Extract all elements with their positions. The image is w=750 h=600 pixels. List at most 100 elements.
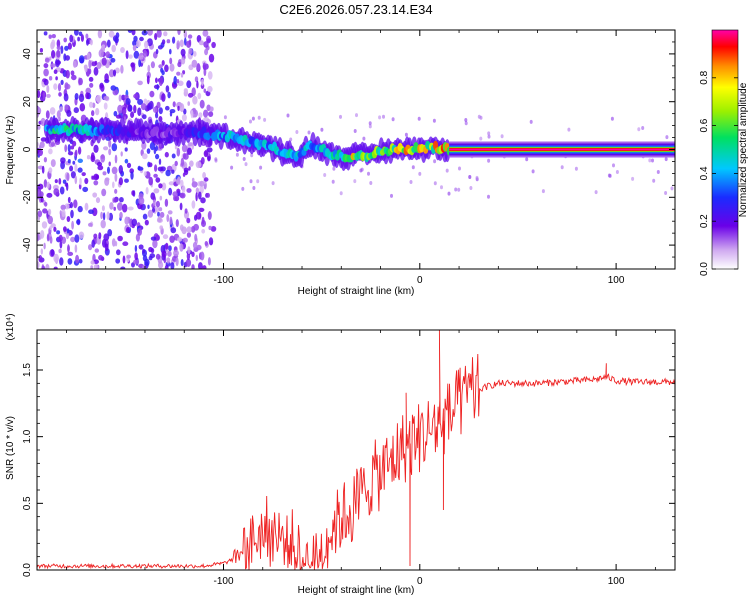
noise-speck: [180, 157, 185, 167]
noise-speck: [175, 178, 181, 185]
noise-speck: [67, 251, 74, 256]
noise-speck: [157, 216, 162, 223]
noise-speck: [93, 259, 99, 265]
noise-speck: [158, 158, 162, 165]
noise-speck: [203, 177, 209, 182]
noise-speck: [103, 233, 110, 241]
noise-speck: [156, 101, 161, 109]
noise-speck: [339, 114, 342, 119]
noise-speck: [158, 107, 163, 115]
noise-speck: [108, 148, 112, 156]
noise-speck: [500, 134, 504, 139]
noise-speck: [122, 203, 128, 213]
noise-speck: [91, 239, 95, 248]
noise-speck: [208, 225, 212, 231]
noise-speck: [77, 36, 80, 42]
noise-speck: [63, 53, 67, 62]
noise-speck: [42, 92, 46, 100]
noise-speck: [161, 70, 165, 76]
noise-speck: [191, 264, 195, 269]
noise-speck: [411, 165, 415, 170]
noise-speck: [117, 202, 123, 211]
noise-speck: [169, 235, 175, 243]
noise-speck: [202, 62, 207, 71]
noise-speck: [39, 191, 44, 198]
noise-speck: [107, 166, 110, 174]
noise-speck: [147, 209, 154, 218]
noise-speck: [100, 154, 106, 163]
noise-speck: [48, 148, 53, 155]
noise-speck: [192, 241, 198, 249]
colorbar-label: Normalized spectral amplitude: [738, 82, 749, 217]
noise-speck: [119, 211, 123, 219]
noise-speck: [664, 157, 668, 162]
noise-speck: [168, 245, 172, 252]
noise-speck: [77, 205, 83, 213]
noise-speck: [71, 220, 74, 230]
noise-speck: [185, 258, 192, 267]
noise-speck: [198, 262, 203, 269]
noise-speck: [116, 249, 121, 256]
noise-speck: [107, 229, 113, 237]
noise-speck: [121, 106, 127, 115]
noise-speck: [153, 173, 158, 178]
x-tick-label: 100: [608, 275, 625, 286]
noise-speck: [169, 63, 175, 72]
noise-speck: [56, 45, 61, 50]
noise-speck: [77, 167, 83, 173]
noise-speck: [140, 103, 147, 111]
noise-speck: [200, 157, 205, 165]
noise-speck: [119, 197, 124, 203]
noise-speck: [105, 51, 111, 59]
noise-speck: [607, 173, 611, 178]
noise-speck: [120, 47, 125, 53]
noise-speck: [149, 142, 155, 151]
noise-speck: [166, 39, 171, 44]
noise-speck: [191, 200, 196, 209]
noise-speck: [157, 211, 160, 217]
y-tick-label: 40: [22, 48, 33, 60]
noise-speck: [664, 191, 668, 195]
noise-speck: [70, 171, 76, 179]
noise-speck: [39, 141, 45, 149]
noise-speck: [164, 151, 169, 158]
noise-speck: [169, 48, 172, 55]
noise-speck: [198, 40, 204, 46]
noise-speck: [118, 165, 124, 174]
noise-speck: [208, 237, 214, 246]
noise-speck: [124, 158, 129, 164]
noise-speck: [93, 180, 99, 186]
noise-speck: [82, 186, 89, 193]
noise-speck: [487, 158, 491, 163]
x-tick-label: -100: [213, 576, 233, 587]
noise-speck: [159, 195, 163, 201]
snr-frame: [36, 329, 676, 571]
noise-speck: [93, 144, 99, 153]
noise-speck: [199, 99, 205, 109]
noise-speck: [69, 165, 74, 172]
spectrogram-y-axis: -40 -20 0 20 40: [22, 29, 675, 270]
noise-speck: [182, 172, 186, 177]
noise-speck: [176, 147, 181, 157]
noise-speck: [104, 177, 110, 182]
noise-speck: [210, 226, 217, 232]
noise-speck: [112, 181, 115, 189]
noise-speck: [165, 242, 169, 250]
x-tick-label: -100: [213, 275, 233, 286]
noise-speck: [42, 208, 48, 214]
noise-speck: [256, 179, 260, 184]
noise-speck: [159, 211, 165, 218]
noise-speck: [165, 105, 170, 111]
noise-speck: [137, 99, 144, 105]
noise-speck: [250, 153, 254, 158]
noise-speck: [46, 181, 50, 189]
noise-speck: [59, 257, 64, 266]
spectrogram-y-label: Frequency (Hz): [5, 116, 16, 185]
noise-speck: [134, 252, 138, 261]
noise-speck: [167, 210, 173, 215]
noise-speck: [43, 179, 48, 188]
noise-speck: [138, 58, 142, 68]
noise-speck: [529, 119, 533, 124]
noise-speck: [106, 211, 110, 220]
